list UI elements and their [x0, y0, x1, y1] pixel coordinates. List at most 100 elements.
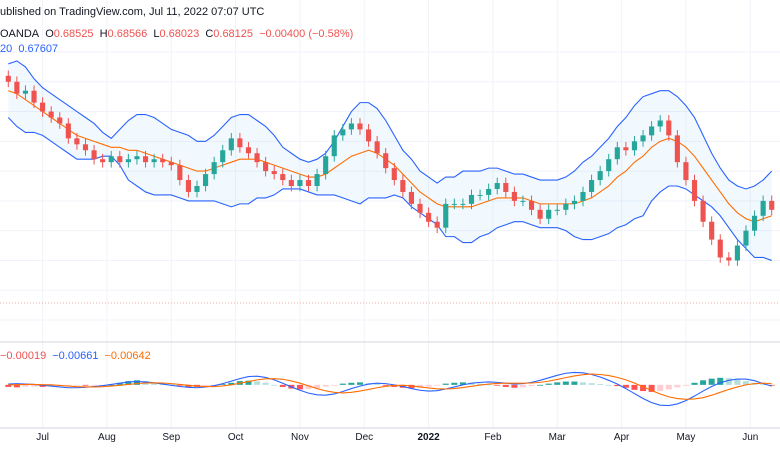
macd-histogram-bar: [82, 384, 89, 386]
candle-body: [237, 138, 243, 148]
candle-body: [365, 129, 372, 142]
bb-upper-line: [8, 60, 773, 190]
macd-histogram-bar: [408, 384, 415, 389]
candle-body: [683, 162, 689, 181]
candle-body: [408, 191, 415, 204]
macd-histogram-bar: [228, 382, 235, 385]
macd-histogram-bar: [356, 382, 363, 385]
macd-histogram-bar: [519, 384, 526, 388]
candle-body: [203, 174, 209, 186]
candle-body: [734, 245, 740, 261]
candle-body: [65, 123, 71, 139]
high-label: H: [99, 28, 108, 40]
candle-body: [245, 147, 252, 154]
candle-body: [460, 203, 466, 205]
macd-histogram-bar: [760, 384, 767, 385]
macd-histogram-bar: [374, 384, 381, 385]
macd-histogram-bar: [734, 379, 741, 385]
macd-values-line: −0.00019 −0.00661 −0.00642: [0, 350, 154, 362]
candle-body: [700, 200, 706, 222]
bb-line: 20 0.67607: [0, 43, 61, 55]
macd-histogram-bar: [494, 384, 501, 386]
candle-body: [751, 215, 758, 231]
macd-histogram-bar: [314, 384, 321, 388]
candle-body: [185, 180, 191, 192]
high-value: 0.68566: [107, 28, 148, 40]
x-tick-label: Apr: [614, 432, 630, 443]
macd-histogram-bar: [502, 384, 509, 387]
candle-body: [331, 135, 337, 157]
macd-histogram-bar: [339, 383, 346, 385]
candle-body: [383, 153, 389, 169]
macd-histogram-bar: [442, 383, 449, 385]
candle-body: [348, 123, 354, 130]
candle-body: [494, 183, 500, 189]
macd-histogram-bar: [605, 384, 612, 386]
macd-histogram-bar: [691, 382, 698, 385]
candle-body: [674, 135, 680, 163]
published-line: ublished on TradingView.com, Jul 11, 202…: [0, 6, 267, 18]
candle-body: [769, 200, 775, 210]
candle-body: [546, 209, 552, 219]
macd-histogram-bar: [451, 382, 458, 385]
macd-histogram-bar: [511, 384, 518, 388]
open-value: 0.68525: [53, 28, 94, 40]
macd-histogram-bar: [382, 384, 389, 386]
candle-body: [649, 126, 655, 136]
macd-histogram-bar: [271, 384, 278, 386]
bb-basis-line: [8, 90, 772, 223]
bb-fill: [8, 60, 772, 261]
macd-histogram-bar: [631, 384, 638, 390]
macd-histogram-bar: [640, 384, 647, 392]
candle-body: [82, 144, 89, 151]
macd-histogram-bar: [768, 384, 775, 386]
candle-body: [443, 203, 449, 228]
macd-histogram-bar: [571, 381, 578, 385]
candle-body: [614, 147, 620, 160]
candle-body: [263, 162, 269, 172]
candle-body: [606, 159, 612, 172]
macd-histogram-bar: [31, 384, 38, 387]
close-label: C: [205, 28, 214, 40]
candle-body: [580, 191, 586, 201]
macd-histogram-bar: [322, 384, 329, 387]
candle-body: [640, 135, 646, 142]
macd-line-value: −0.00661: [52, 350, 99, 362]
candle-body: [134, 156, 140, 160]
x-tick-label: Aug: [98, 432, 116, 443]
macd-histogram-bar: [597, 384, 604, 385]
macd-histogram-bar: [725, 378, 732, 385]
candle-body: [357, 123, 363, 130]
x-tick-label: Dec: [355, 432, 373, 443]
change-value: −0.00400 (−0.58%): [259, 28, 354, 40]
macd-histogram-bar: [700, 380, 707, 385]
macd-histogram-bar: [91, 384, 98, 386]
candle-body: [228, 138, 234, 151]
candle-body: [5, 75, 11, 82]
candle-body: [194, 186, 200, 192]
macd-histogram-bar: [537, 384, 544, 386]
x-tick-label: 2022: [417, 432, 440, 443]
macd-histogram-bar: [588, 383, 595, 385]
candle-body: [31, 90, 37, 103]
candle-body: [280, 174, 286, 181]
macd-histogram-bar: [717, 377, 724, 385]
macd-histogram-bar: [39, 384, 46, 387]
candle-body: [400, 180, 406, 192]
candle-body: [91, 150, 97, 160]
macd-histogram-bar: [562, 381, 569, 385]
macd-histogram-bar: [425, 384, 432, 387]
x-tick-label: Oct: [228, 432, 244, 443]
macd-histogram-bar: [5, 384, 12, 387]
macd-histogram-bar: [245, 380, 252, 385]
macd-histogram-bar: [528, 384, 535, 387]
candle-body: [717, 239, 723, 258]
macd-histogram-bar: [614, 384, 621, 387]
candle-body: [177, 165, 183, 181]
macd-histogram-bar: [459, 382, 466, 385]
candle-body: [374, 141, 380, 154]
candle-body: [520, 200, 526, 202]
macd-histogram-bar: [331, 384, 338, 386]
candle-body: [142, 156, 149, 163]
